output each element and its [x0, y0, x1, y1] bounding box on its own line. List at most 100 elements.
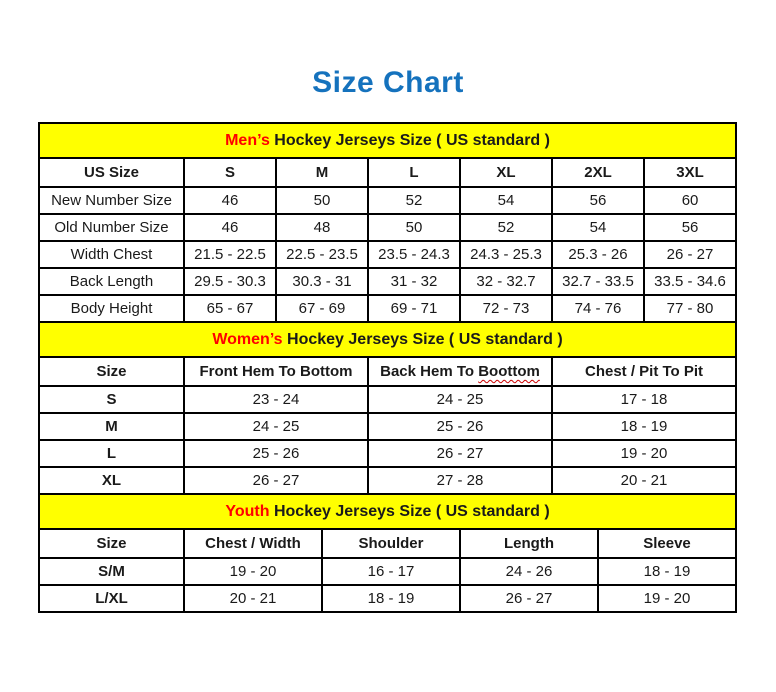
table-row: Old Number Size 46 48 50 52 54 56	[38, 213, 738, 242]
mens-section-header: Men’s Hockey Jerseys Size ( US standard …	[37, 122, 738, 159]
cell-value: 29.5 - 30.3	[183, 267, 277, 296]
cell-value: 77 - 80	[642, 294, 738, 323]
table-row: New Number Size 46 50 52 54 56 60	[38, 186, 738, 215]
youth-section-header-row: Youth Hockey Jerseys Size ( US standard …	[37, 493, 738, 530]
row-label: S/M	[38, 557, 185, 586]
column-header: XL	[459, 157, 553, 188]
cell-value: 16 - 17	[321, 557, 461, 586]
cell-value: 54	[459, 186, 553, 215]
cell-value: 74 - 76	[551, 294, 645, 323]
table-row: XL 26 - 27 27 - 28 20 - 21	[38, 466, 738, 495]
cell-value: 69 - 71	[367, 294, 461, 323]
column-header: Back Hem To Boottom	[367, 356, 553, 387]
row-label: Old Number Size	[38, 213, 185, 242]
table-row: L 25 - 26 26 - 27 19 - 20	[38, 439, 738, 468]
youth-size-table: Youth Hockey Jerseys Size ( US standard …	[37, 493, 738, 613]
cell-value: 20 - 21	[183, 584, 323, 613]
table-row: S/M 19 - 20 16 - 17 24 - 26 18 - 19	[38, 557, 738, 586]
cell-value: 19 - 20	[550, 439, 738, 468]
row-label: L/XL	[38, 584, 185, 613]
cell-value: 26 - 27	[459, 584, 599, 613]
row-label: M	[38, 412, 185, 441]
cell-value: 24 - 25	[183, 412, 369, 441]
cell-value: 30.3 - 31	[275, 267, 369, 296]
youth-column-header-row: Size Chest / Width Shoulder Length Sleev…	[38, 528, 738, 559]
table-row: L/XL 20 - 21 18 - 19 26 - 27 19 - 20	[38, 584, 738, 613]
cell-value: 18 - 19	[596, 557, 738, 586]
cell-value: 65 - 67	[183, 294, 277, 323]
cell-value: 26 - 27	[367, 439, 553, 468]
column-header: 2XL	[551, 157, 645, 188]
misspelled-word: Boottom	[478, 363, 540, 380]
cell-value: 26 - 27	[642, 240, 738, 269]
column-header: US Size	[38, 157, 185, 188]
cell-value: 32.7 - 33.5	[551, 267, 645, 296]
cell-value: 33.5 - 34.6	[642, 267, 738, 296]
cell-value: 20 - 21	[550, 466, 738, 495]
cell-value: 50	[367, 213, 461, 242]
column-header: Shoulder	[321, 528, 461, 559]
cell-value: 17 - 18	[550, 385, 738, 414]
cell-value: 19 - 20	[596, 584, 738, 613]
womens-section-header-highlight: Women’s	[212, 330, 283, 348]
cell-value: 19 - 20	[183, 557, 323, 586]
column-header: M	[275, 157, 369, 188]
cell-value: 25.3 - 26	[551, 240, 645, 269]
cell-value: 60	[642, 186, 738, 215]
cell-value: 24 - 26	[459, 557, 599, 586]
column-header: 3XL	[642, 157, 738, 188]
cell-value: 72 - 73	[459, 294, 553, 323]
cell-value: 18 - 19	[321, 584, 461, 613]
row-label: S	[38, 385, 185, 414]
cell-value: 54	[551, 213, 645, 242]
mens-section-header-row: Men’s Hockey Jerseys Size ( US standard …	[37, 122, 738, 159]
row-label: XL	[38, 466, 185, 495]
row-label: Width Chest	[38, 240, 185, 269]
womens-column-header-row: Size Front Hem To Bottom Back Hem To Boo…	[38, 356, 738, 387]
cell-value: 56	[551, 186, 645, 215]
column-header: Front Hem To Bottom	[183, 356, 369, 387]
cell-value: 46	[183, 213, 277, 242]
page-title: Size Chart	[312, 66, 464, 99]
column-header: Sleeve	[596, 528, 738, 559]
mens-column-header-row: US Size S M L XL 2XL 3XL	[38, 157, 738, 188]
column-header: Length	[459, 528, 599, 559]
table-row: M 24 - 25 25 - 26 18 - 19	[38, 412, 738, 441]
column-header: Size	[38, 528, 185, 559]
cell-value: 27 - 28	[367, 466, 553, 495]
size-tables-container: Men’s Hockey Jerseys Size ( US standard …	[37, 122, 738, 613]
column-header-text: Back Hem To	[380, 363, 479, 380]
cell-value: 31 - 32	[367, 267, 461, 296]
row-label: New Number Size	[38, 186, 185, 215]
youth-section-header-highlight: Youth	[225, 502, 270, 520]
youth-section-header-rest: Hockey Jerseys Size ( US standard )	[269, 502, 550, 520]
column-header: Chest / Width	[183, 528, 323, 559]
cell-value: 21.5 - 22.5	[183, 240, 277, 269]
cell-value: 22.5 - 23.5	[275, 240, 369, 269]
cell-value: 32 - 32.7	[459, 267, 553, 296]
womens-size-table: Women’s Hockey Jerseys Size ( US standar…	[37, 321, 738, 495]
cell-value: 46	[183, 186, 277, 215]
cell-value: 52	[367, 186, 461, 215]
cell-value: 24.3 - 25.3	[459, 240, 553, 269]
cell-value: 50	[275, 186, 369, 215]
cell-value: 26 - 27	[183, 466, 369, 495]
row-label: L	[38, 439, 185, 468]
table-row: S 23 - 24 24 - 25 17 - 18	[38, 385, 738, 414]
column-header: L	[367, 157, 461, 188]
mens-section-header-rest: Hockey Jerseys Size ( US standard )	[269, 131, 550, 149]
cell-value: 23 - 24	[183, 385, 369, 414]
row-label: Body Height	[38, 294, 185, 323]
womens-section-header: Women’s Hockey Jerseys Size ( US standar…	[37, 321, 738, 358]
cell-value: 23.5 - 24.3	[367, 240, 461, 269]
womens-section-header-rest: Hockey Jerseys Size ( US standard )	[282, 330, 563, 348]
column-header: Size	[38, 356, 185, 387]
cell-value: 24 - 25	[367, 385, 553, 414]
column-header: Chest / Pit To Pit	[550, 356, 738, 387]
cell-value: 48	[275, 213, 369, 242]
row-label: Back Length	[38, 267, 185, 296]
cell-value: 52	[459, 213, 553, 242]
womens-section-header-row: Women’s Hockey Jerseys Size ( US standar…	[37, 321, 738, 358]
cell-value: 25 - 26	[183, 439, 369, 468]
